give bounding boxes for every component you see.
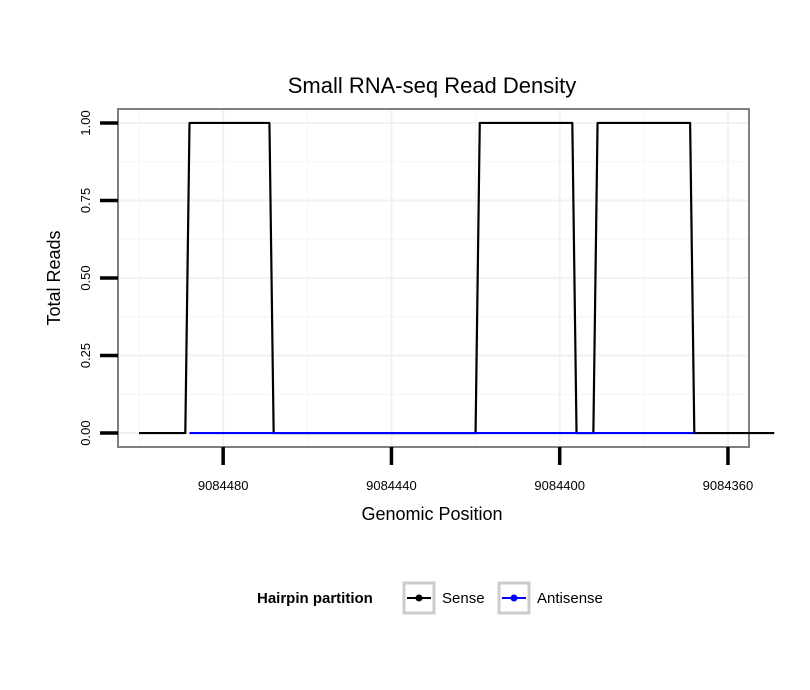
legend-item-antisense: Antisense xyxy=(497,581,603,615)
y-tick-label: 0.75 xyxy=(78,188,93,213)
x-axis: 9084480 9084440 9084400 9084360 xyxy=(198,447,753,493)
y-tick-label: 0.25 xyxy=(78,343,93,368)
series-layer xyxy=(139,121,775,435)
legend-title: Hairpin partition xyxy=(257,590,373,607)
x-tick-label: 9084360 xyxy=(703,478,754,493)
y-axis: 0.00 0.25 0.50 0.75 1.00 xyxy=(78,110,118,446)
y-tick-label: 0.50 xyxy=(78,265,93,290)
legend: Hairpin partition Sense Antisense xyxy=(257,581,603,615)
y-tick-label: 0.00 xyxy=(78,420,93,445)
legend-dot-sense xyxy=(415,594,423,602)
series-line-sense xyxy=(139,121,775,435)
grid xyxy=(118,109,749,447)
legend-item-sense: Sense xyxy=(402,581,485,615)
legend-dot-antisense xyxy=(510,594,518,602)
y-axis-title: Total Reads xyxy=(44,230,64,325)
x-tick-label: 9084480 xyxy=(198,478,249,493)
chart-title: Small RNA-seq Read Density xyxy=(288,73,577,98)
y-tick-label: 1.00 xyxy=(78,110,93,135)
legend-label-sense: Sense xyxy=(442,590,485,607)
x-tick-label: 9084440 xyxy=(366,478,417,493)
x-tick-label: 9084400 xyxy=(534,478,585,493)
legend-label-antisense: Antisense xyxy=(537,590,603,607)
x-axis-title: Genomic Position xyxy=(361,504,502,524)
